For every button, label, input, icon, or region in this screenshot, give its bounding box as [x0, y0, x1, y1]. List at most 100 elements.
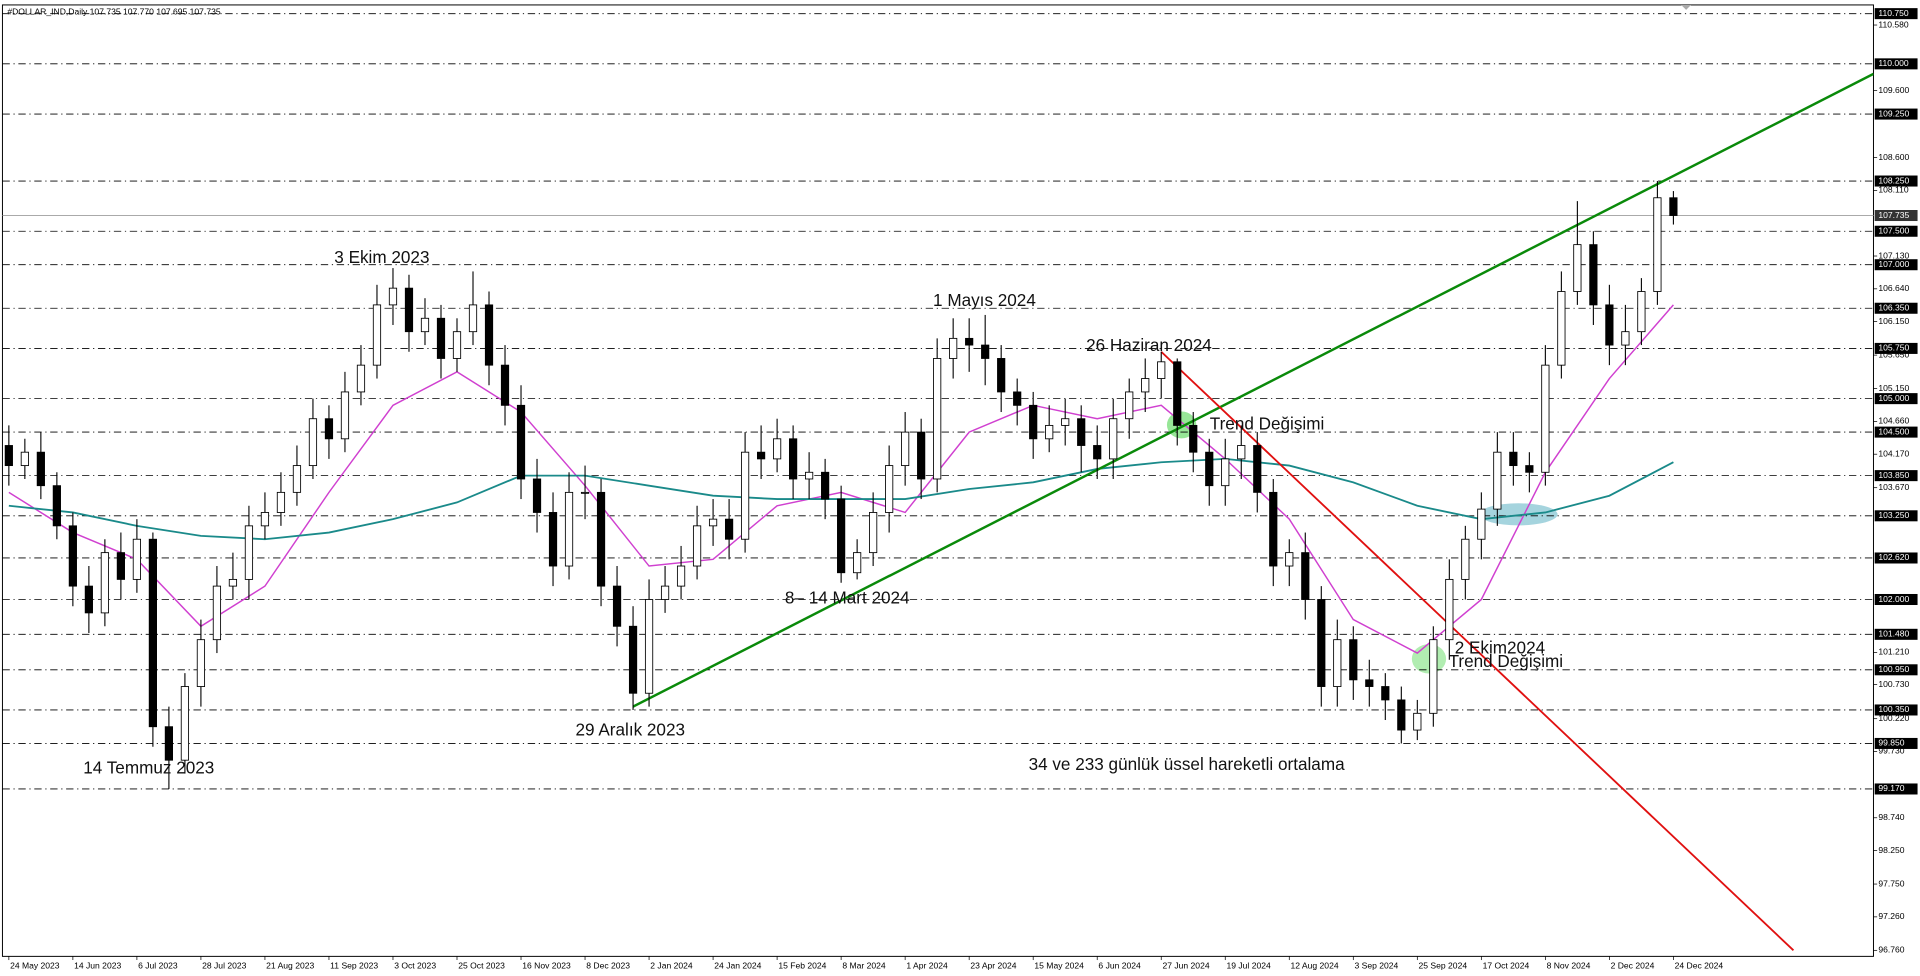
level-label: 99.170	[1878, 783, 1904, 793]
annotation: 26 Haziran 2024	[1086, 335, 1212, 355]
candle-body	[1173, 361, 1182, 426]
candle-body	[1109, 418, 1118, 460]
candle-body	[724, 518, 734, 540]
candle-body	[1013, 391, 1022, 406]
candle-body	[1589, 244, 1598, 306]
candle-body	[356, 364, 366, 393]
candle-body	[1205, 451, 1214, 487]
candle-body	[821, 471, 830, 500]
candle-body	[308, 418, 318, 467]
x-tick-label: 8 Dec 2023	[586, 960, 630, 970]
candle-body	[436, 317, 446, 359]
x-tick-label: 25 Sep 2024	[1419, 960, 1468, 970]
candle-body	[756, 451, 766, 460]
annotation: 14 Temmuz 2023	[83, 758, 214, 778]
candle-body	[1285, 552, 1294, 567]
annotation: 3 Ekim 2023	[334, 247, 429, 267]
candle-body	[885, 465, 894, 513]
candle-body	[116, 552, 125, 580]
candle-body	[1061, 418, 1070, 426]
candle-body	[388, 287, 398, 306]
x-tick-label: 8 Mar 2024	[842, 960, 886, 970]
level-label-box	[1874, 510, 1918, 522]
level-label-box	[1874, 342, 1918, 354]
candle-body	[1605, 304, 1614, 346]
level-label-box	[1874, 783, 1918, 795]
candle-body	[228, 578, 238, 587]
annotation: Trend Değişimi	[1449, 651, 1564, 671]
candle-body	[997, 358, 1006, 393]
candle-body	[644, 599, 654, 694]
candle-body	[564, 491, 574, 567]
candle-body	[981, 344, 990, 359]
candle-body	[420, 317, 430, 333]
y-tick-label: 107.130	[1878, 250, 1909, 260]
candle-body	[1541, 364, 1550, 473]
candle-body	[676, 565, 686, 587]
level-label-box	[1874, 225, 1918, 237]
candle-body	[164, 726, 174, 761]
candle-body	[1157, 361, 1166, 379]
candle-body	[1653, 197, 1662, 292]
candle-body	[1237, 445, 1246, 460]
y-tick-label: 101.210	[1878, 647, 1909, 657]
y-tick-label: 103.670	[1878, 482, 1909, 492]
candle-body	[901, 431, 910, 467]
y-tick-label: 97.750	[1878, 878, 1904, 888]
candle-body	[789, 438, 798, 480]
candle-body	[1317, 599, 1326, 687]
candle-body	[148, 538, 158, 728]
level-label: 110.750	[1878, 8, 1909, 18]
level-label-box	[1874, 393, 1918, 405]
candle-body	[933, 358, 942, 480]
candle-body	[1253, 445, 1262, 493]
candle-body	[292, 465, 302, 493]
candle-body	[1333, 639, 1342, 687]
overlay-line	[632, 72, 1874, 708]
candle-body	[1573, 244, 1582, 292]
y-tick-label: 100.220	[1878, 713, 1909, 723]
axes: 110.580 109.600 108.600 108.110 107.130 106.6…	[8, 8, 1918, 970]
candle-body	[132, 538, 141, 580]
x-tick-label: 14 Jun 2023	[74, 960, 121, 970]
candle-body	[244, 525, 254, 580]
candle-body	[68, 525, 77, 587]
x-tick-label: 3 Sep 2024	[1355, 960, 1399, 970]
candle-body	[548, 512, 558, 567]
candle-body	[612, 585, 622, 627]
candle-body	[1045, 424, 1054, 440]
candle-body	[468, 304, 478, 333]
level-label: 107.500	[1878, 226, 1909, 236]
level-label-box	[1874, 704, 1918, 716]
candle-body	[1365, 679, 1374, 687]
annotation: 34 ve 233 günlük üssel hareketli ortalam…	[1029, 754, 1346, 774]
level-label: 100.350	[1878, 704, 1909, 714]
candle-body	[949, 337, 958, 359]
y-tick-label: 97.260	[1878, 911, 1904, 921]
plot-frame	[1, 4, 1874, 957]
x-tick-label: 27 Jun 2024	[1162, 960, 1209, 970]
y-tick-label: 99.730	[1878, 746, 1904, 756]
x-tick-label: 24 May 2023	[10, 960, 60, 970]
level-label-box	[1874, 737, 1918, 749]
candle-body	[1269, 491, 1278, 567]
highlight	[1411, 644, 1447, 674]
x-tick-label: 19 Jul 2024	[1226, 960, 1271, 970]
candle-body	[500, 364, 510, 406]
level-label: 100.950	[1878, 664, 1909, 674]
y-tick-label: 105.650	[1878, 349, 1909, 359]
candle-body	[773, 438, 782, 460]
candle-body	[628, 625, 638, 694]
level-label-box	[1874, 302, 1918, 314]
candle-body	[917, 431, 926, 480]
candle-body	[260, 512, 270, 527]
x-tick-label: 28 Jul 2023	[202, 960, 247, 970]
candle-body	[1125, 391, 1134, 420]
level-label: 107.000	[1878, 259, 1909, 269]
x-tick-label: 1 Apr 2024	[906, 960, 948, 970]
candle-body	[36, 451, 45, 487]
candle-body	[837, 498, 846, 574]
candle-body	[1493, 451, 1502, 510]
x-tick-label: 2 Dec 2024	[1611, 960, 1655, 970]
